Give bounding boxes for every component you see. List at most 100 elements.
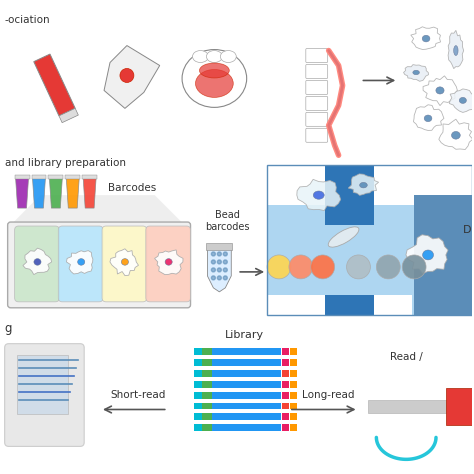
Bar bbox=[212, 424, 242, 431]
Text: Read /: Read / bbox=[390, 352, 423, 362]
Ellipse shape bbox=[121, 259, 128, 265]
Bar bbox=[290, 402, 297, 410]
Bar bbox=[242, 413, 272, 420]
Ellipse shape bbox=[413, 70, 419, 75]
Polygon shape bbox=[110, 249, 138, 275]
Ellipse shape bbox=[459, 97, 466, 103]
Ellipse shape bbox=[422, 35, 430, 42]
Text: Long-read: Long-read bbox=[302, 390, 355, 400]
Bar bbox=[282, 402, 290, 410]
Bar bbox=[194, 424, 202, 431]
FancyBboxPatch shape bbox=[58, 226, 103, 302]
Polygon shape bbox=[449, 89, 474, 112]
Polygon shape bbox=[33, 178, 46, 208]
Bar bbox=[272, 370, 282, 376]
Bar bbox=[290, 381, 297, 388]
Ellipse shape bbox=[360, 182, 367, 188]
Bar bbox=[282, 424, 290, 431]
Bar bbox=[212, 413, 242, 420]
FancyBboxPatch shape bbox=[5, 344, 84, 447]
Bar bbox=[282, 359, 290, 365]
Bar bbox=[48, 175, 64, 179]
Polygon shape bbox=[411, 27, 440, 49]
Polygon shape bbox=[59, 108, 78, 123]
FancyBboxPatch shape bbox=[306, 48, 328, 63]
Polygon shape bbox=[439, 119, 473, 149]
Polygon shape bbox=[297, 179, 341, 210]
Polygon shape bbox=[423, 76, 457, 106]
Circle shape bbox=[218, 252, 221, 256]
Polygon shape bbox=[348, 174, 379, 195]
Circle shape bbox=[223, 268, 228, 272]
Circle shape bbox=[223, 276, 228, 280]
Bar bbox=[325, 165, 374, 225]
Polygon shape bbox=[403, 64, 428, 81]
Bar bbox=[242, 402, 272, 410]
Ellipse shape bbox=[182, 50, 246, 108]
Text: g: g bbox=[5, 322, 12, 335]
FancyBboxPatch shape bbox=[306, 128, 328, 142]
Ellipse shape bbox=[423, 250, 434, 260]
FancyBboxPatch shape bbox=[306, 64, 328, 79]
Bar bbox=[267, 195, 472, 315]
Text: Barcodes: Barcodes bbox=[108, 183, 156, 193]
Circle shape bbox=[218, 276, 221, 280]
Bar bbox=[202, 347, 212, 355]
Bar bbox=[202, 370, 212, 376]
Text: Short-read: Short-read bbox=[110, 390, 165, 400]
Circle shape bbox=[211, 268, 215, 272]
Bar bbox=[290, 424, 297, 431]
Circle shape bbox=[223, 260, 228, 264]
Bar bbox=[325, 295, 374, 315]
Bar bbox=[267, 295, 325, 315]
Bar bbox=[212, 370, 242, 376]
Polygon shape bbox=[83, 178, 96, 208]
Ellipse shape bbox=[313, 191, 324, 199]
Circle shape bbox=[218, 260, 221, 264]
Circle shape bbox=[311, 255, 335, 279]
Bar bbox=[282, 381, 290, 388]
Polygon shape bbox=[34, 54, 75, 116]
Polygon shape bbox=[66, 251, 93, 274]
Text: Bead
barcodes: Bead barcodes bbox=[205, 210, 249, 232]
Bar bbox=[194, 402, 202, 410]
Bar bbox=[242, 424, 272, 431]
Bar bbox=[272, 381, 282, 388]
Bar bbox=[242, 347, 272, 355]
Ellipse shape bbox=[165, 259, 172, 265]
Bar bbox=[272, 402, 282, 410]
Text: and library preparation: and library preparation bbox=[5, 158, 126, 168]
Circle shape bbox=[223, 252, 228, 256]
Bar bbox=[202, 381, 212, 388]
Bar bbox=[446, 388, 472, 426]
Bar bbox=[194, 347, 202, 355]
Bar bbox=[272, 359, 282, 365]
Bar bbox=[202, 359, 212, 365]
Bar bbox=[202, 392, 212, 399]
Ellipse shape bbox=[328, 227, 359, 247]
Bar bbox=[212, 359, 242, 365]
Bar bbox=[290, 413, 297, 420]
Polygon shape bbox=[413, 105, 444, 130]
FancyBboxPatch shape bbox=[102, 226, 147, 302]
Bar bbox=[31, 175, 46, 179]
Ellipse shape bbox=[78, 259, 85, 265]
Bar bbox=[290, 392, 297, 399]
Bar bbox=[374, 165, 472, 205]
Polygon shape bbox=[104, 46, 160, 109]
Bar bbox=[282, 370, 290, 376]
Bar bbox=[272, 347, 282, 355]
Bar bbox=[368, 400, 458, 413]
Ellipse shape bbox=[34, 259, 41, 265]
Circle shape bbox=[289, 255, 313, 279]
Bar bbox=[194, 413, 202, 420]
Polygon shape bbox=[448, 30, 464, 69]
Bar bbox=[282, 392, 290, 399]
Circle shape bbox=[402, 255, 426, 279]
Polygon shape bbox=[49, 178, 62, 208]
Bar bbox=[267, 165, 472, 315]
Bar bbox=[282, 413, 290, 420]
Circle shape bbox=[218, 268, 221, 272]
Bar bbox=[272, 392, 282, 399]
Bar bbox=[202, 402, 212, 410]
